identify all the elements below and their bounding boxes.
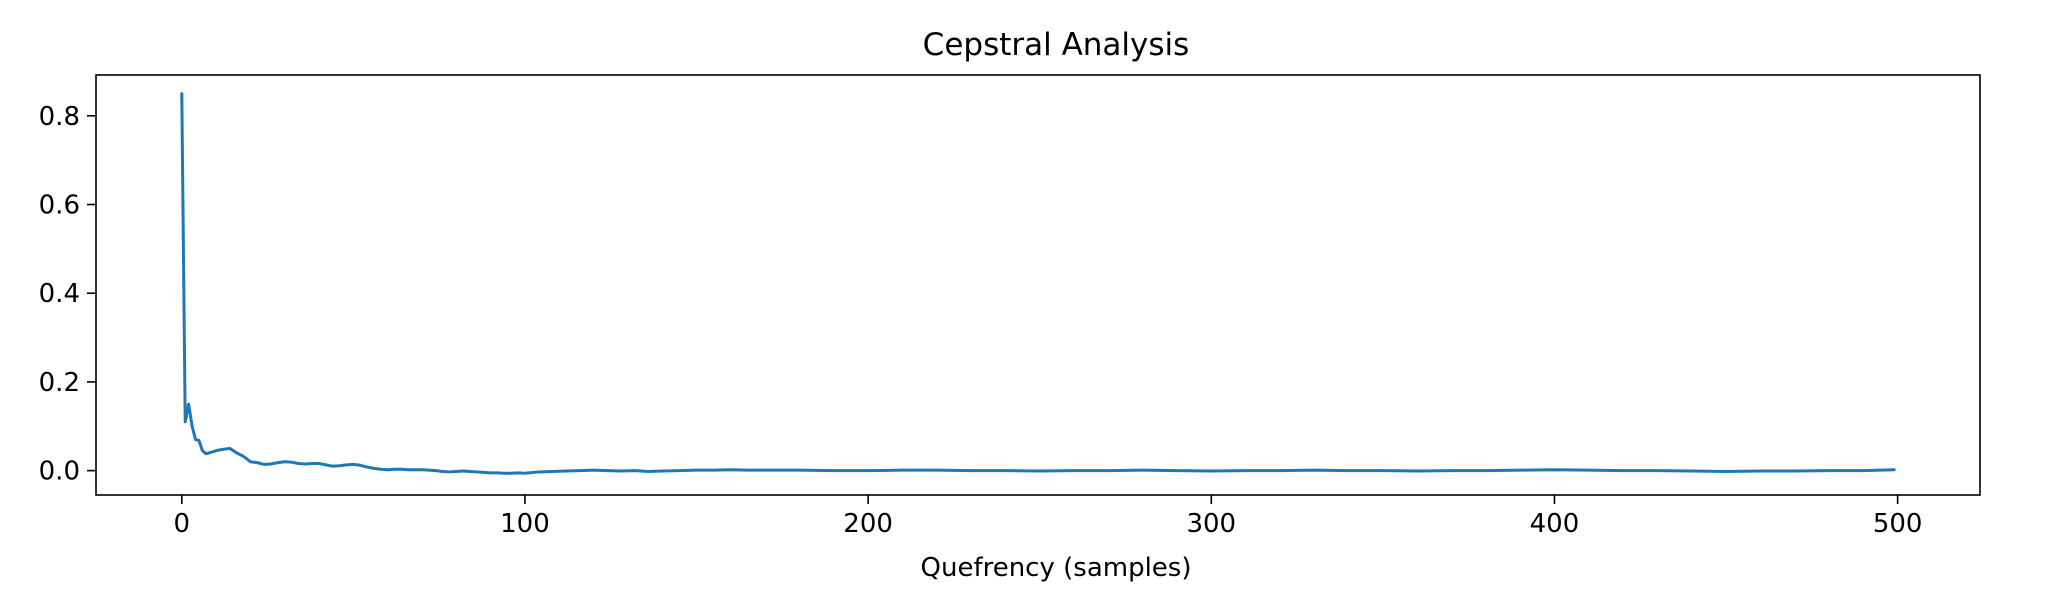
x-tick-label: 200 bbox=[843, 509, 893, 539]
chart-title: Cepstral Analysis bbox=[923, 27, 1190, 63]
x-tick-label: 400 bbox=[1530, 509, 1580, 539]
y-axis-ticks: 0.0 0.2 0.4 0.6 0.8 bbox=[39, 102, 96, 487]
y-tick-label: 0.8 bbox=[39, 102, 80, 132]
y-tick-label: 0.4 bbox=[39, 279, 80, 309]
x-tick-label: 0 bbox=[174, 509, 191, 539]
plot-area-frame bbox=[95, 74, 1981, 496]
y-tick-label: 0.6 bbox=[39, 191, 80, 221]
series-layer bbox=[180, 92, 1896, 475]
y-tick-label: 0.0 bbox=[39, 457, 80, 487]
series-line-0 bbox=[180, 92, 1896, 475]
x-axis-ticks: 0 100 200 300 400 500 bbox=[174, 495, 1923, 539]
x-tick-label: 100 bbox=[500, 509, 550, 539]
x-axis-label: Quefrency (samples) bbox=[921, 553, 1192, 583]
x-tick-label: 300 bbox=[1186, 509, 1236, 539]
x-tick-label: 500 bbox=[1873, 509, 1923, 539]
y-tick-label: 0.2 bbox=[39, 368, 80, 398]
